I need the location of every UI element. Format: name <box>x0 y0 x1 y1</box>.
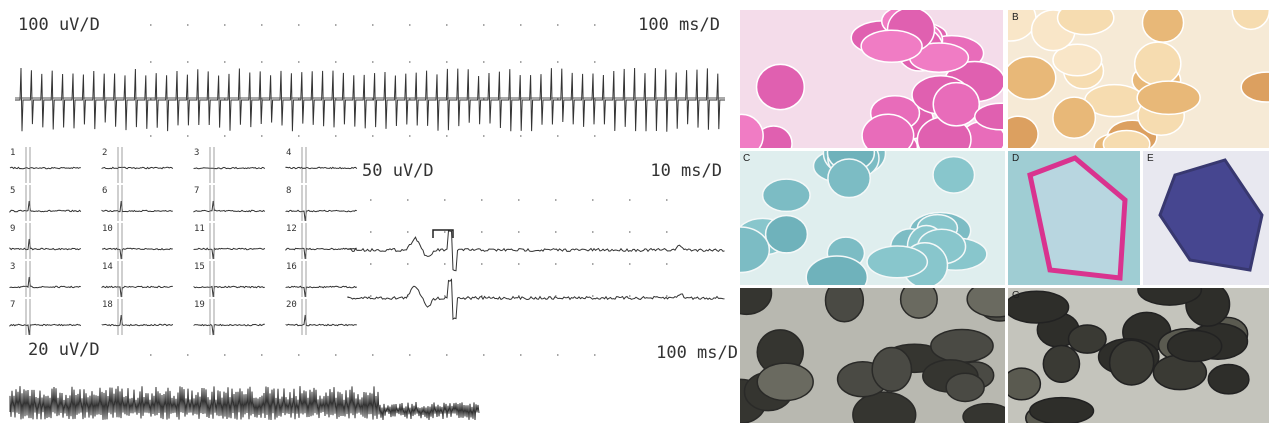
small-trace <box>286 315 357 326</box>
trace-number: 3 <box>194 148 199 158</box>
time-scale: 100 ms/D <box>638 15 720 35</box>
interference-trace <box>10 386 479 420</box>
fiber <box>1068 325 1106 353</box>
trace-number: 1 <box>10 148 15 158</box>
trace-number: 15 <box>194 262 205 272</box>
cursor-lines <box>26 147 30 183</box>
amplitude-scale: 20 uV/D <box>28 340 100 360</box>
trace-number: 7 <box>10 300 15 310</box>
small-trace <box>102 167 173 168</box>
detail-trace <box>348 231 725 271</box>
emg-trace <box>15 68 725 132</box>
cursor-lines <box>210 147 214 183</box>
figure: 100 uV/D 100 ms/D 50 uV/D 10 ms/D 20 uV/… <box>0 0 1269 423</box>
fiber <box>867 246 927 278</box>
time-scale: 100 ms/D <box>656 343 738 363</box>
small-trace <box>286 210 357 221</box>
fiber <box>861 30 922 62</box>
trace-number: 16 <box>286 262 297 272</box>
trace-number: 11 <box>194 224 205 234</box>
small-trace <box>194 201 265 212</box>
trace-number: 10 <box>102 224 113 234</box>
small-trace <box>286 286 357 297</box>
panel-label: D <box>1012 153 1019 164</box>
small-trace <box>102 201 173 212</box>
trace-number: 14 <box>102 262 113 272</box>
small-trace <box>286 167 357 168</box>
trace-number: 20 <box>286 300 297 310</box>
fiber <box>1053 97 1095 138</box>
small-trace <box>102 315 173 326</box>
fiber <box>1142 3 1183 42</box>
trace-number: 5 <box>10 186 15 196</box>
trace-number: 7 <box>194 186 199 196</box>
amplitude-scale: 50 uV/D <box>362 161 434 181</box>
fiber <box>1232 0 1269 29</box>
cursor-lines <box>118 147 122 183</box>
fiber <box>825 279 863 322</box>
trace-number: 2 <box>102 148 107 158</box>
amplitude-scale: 100 uV/D <box>18 15 100 35</box>
fiber <box>1004 57 1056 100</box>
fiber <box>1043 345 1079 382</box>
fiber <box>1110 340 1154 385</box>
emg-panel: 100 uV/D 100 ms/D 50 uV/D 10 ms/D 20 uV/… <box>10 15 738 420</box>
small-trace <box>194 286 265 297</box>
fiber <box>963 404 1012 423</box>
dot-grid <box>150 25 596 136</box>
small-trace <box>286 248 357 259</box>
fiber <box>1030 398 1094 423</box>
small-trace <box>10 277 81 288</box>
trace-number: 3 <box>10 262 15 272</box>
fiber <box>766 215 808 252</box>
trace-number: 18 <box>102 300 113 310</box>
trace-number: 8 <box>286 186 291 196</box>
trace-number: 12 <box>286 224 297 234</box>
fiber <box>1208 365 1249 394</box>
trace-number: 4 <box>286 148 291 158</box>
fiber <box>872 347 911 391</box>
fiber <box>757 363 813 400</box>
small-trace <box>10 324 81 335</box>
fiber <box>901 281 938 318</box>
small-trace <box>10 239 81 250</box>
time-scale: 10 ms/D <box>650 161 722 181</box>
fiber <box>1137 81 1200 114</box>
trace-number: 19 <box>194 300 205 310</box>
trace-number: 6 <box>102 186 107 196</box>
detail-trace <box>348 280 725 320</box>
panel-label: C <box>743 153 750 164</box>
histology-panel: B C D E G <box>711 0 1269 423</box>
trace-number: 9 <box>10 224 15 234</box>
small-trace <box>194 167 265 168</box>
fiber <box>933 83 979 126</box>
panel-label: E <box>1147 153 1154 164</box>
fiber <box>763 179 810 211</box>
panel-label: B <box>1012 12 1019 23</box>
fiber <box>720 114 763 157</box>
fiber <box>828 159 870 198</box>
small-trace <box>10 167 81 168</box>
fiber <box>946 373 984 401</box>
small-trace <box>102 248 173 259</box>
fiber <box>931 330 993 363</box>
small-trace <box>194 248 265 259</box>
fiber <box>1168 331 1222 362</box>
small-trace <box>10 201 81 212</box>
fiber <box>1135 42 1181 85</box>
fiber <box>933 157 974 193</box>
fiber <box>757 64 805 109</box>
small-trace <box>102 286 173 297</box>
panel-label: G <box>1012 290 1020 301</box>
cursor-lines <box>302 147 306 183</box>
fiber <box>1003 368 1041 400</box>
fiber <box>999 116 1039 152</box>
small-trace <box>194 324 265 335</box>
fiber <box>1058 1 1114 35</box>
dot-grid <box>370 200 668 296</box>
fiber <box>862 114 914 157</box>
